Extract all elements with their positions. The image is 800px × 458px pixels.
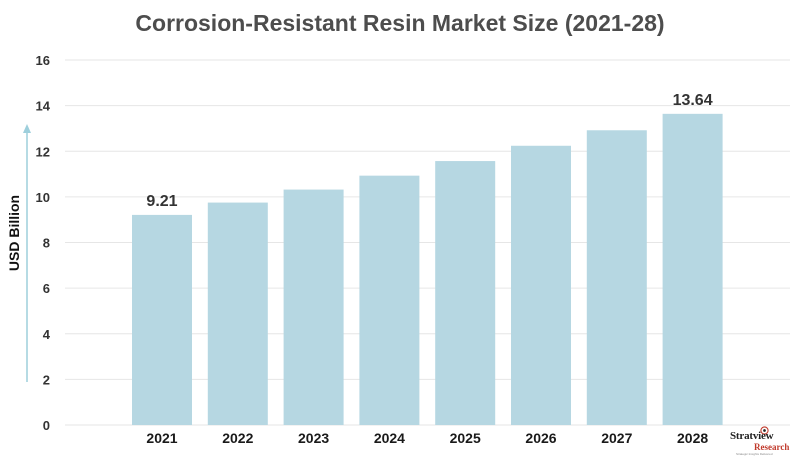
y-tick-label: 0	[43, 418, 50, 433]
x-tick-label: 2023	[298, 430, 329, 446]
x-tick-label: 2027	[601, 430, 632, 446]
bar-2023	[283, 189, 344, 425]
data-label-2021: 9.21	[146, 193, 177, 210]
bar-2024	[359, 175, 420, 425]
category-labels: 2021 2022 2023 2024 2025 2026 2027 2028	[146, 430, 708, 446]
y-tick-label: 14	[36, 99, 51, 114]
logo-sub: Research	[754, 442, 790, 452]
bars	[132, 113, 723, 426]
bar-2021	[132, 214, 192, 425]
logo-tagline: Strategic Insights Delivered	[736, 452, 773, 456]
x-tick-label: 2028	[677, 430, 708, 446]
y-tick-label: 16	[36, 53, 50, 68]
y-tick-label: 12	[36, 144, 50, 159]
bar-2022	[207, 202, 268, 425]
x-tick-label: 2024	[374, 430, 405, 446]
data-label-2028: 13.64	[673, 92, 713, 109]
y-tick-label: 2	[43, 372, 50, 387]
x-tick-label: 2021	[146, 430, 177, 446]
bar-2025	[435, 161, 496, 425]
bar-2026	[511, 145, 571, 425]
logo-name: Stratview	[730, 430, 774, 442]
chart-title: Corrosion-Resistant Resin Market Size (2…	[135, 10, 665, 36]
x-tick-label: 2026	[525, 430, 556, 446]
y-axis-arrow	[23, 124, 31, 382]
x-tick-label: 2025	[450, 430, 481, 446]
y-axis-label: USD Billion	[6, 195, 22, 271]
y-tick-label: 8	[43, 236, 50, 251]
x-tick-label: 2022	[222, 430, 253, 446]
data-labels: 9.21 13.64	[146, 92, 712, 210]
stratview-logo: Stratview Research Strategic Insights De…	[730, 426, 796, 456]
bar-2028	[662, 113, 723, 426]
y-tick-label: 6	[43, 281, 50, 296]
y-tick-labels: 0 2 4 6 8 10 12 14 16	[36, 53, 51, 433]
y-tick-label: 10	[36, 190, 50, 205]
bar-2027	[586, 130, 647, 425]
target-icon	[760, 426, 769, 435]
y-tick-label: 4	[43, 327, 51, 342]
